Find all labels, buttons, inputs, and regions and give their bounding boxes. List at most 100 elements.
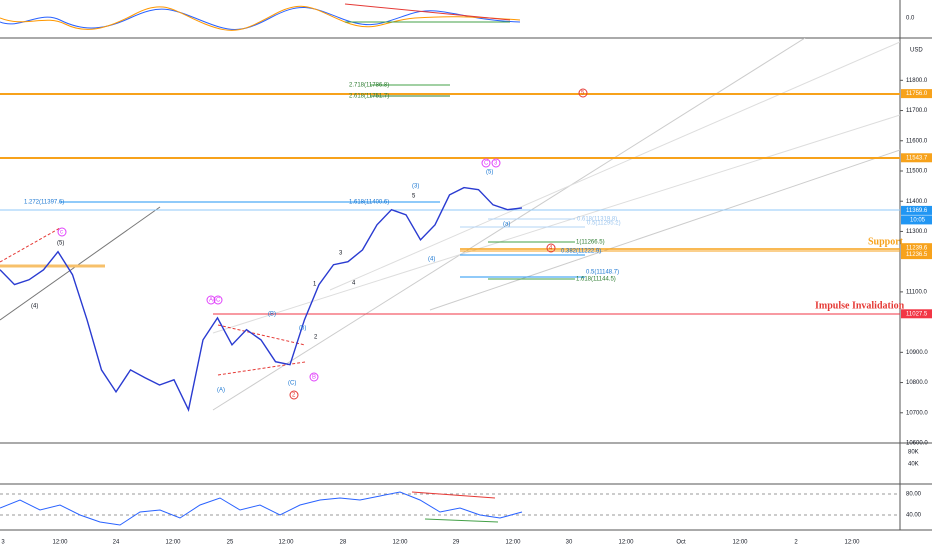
price-tag-label: 11543.7 [906,155,928,161]
annotation: 3 [494,161,498,167]
volume-tick: 80K [908,450,919,456]
time-tick: 30 [566,540,573,546]
annotation: 4 [549,246,553,252]
annotation: 2.718(11786.8) [349,83,389,89]
annotation: (4) [428,257,435,263]
price-tag [901,153,932,163]
time-tick: 12:00 [52,540,68,546]
annotation: (C) [288,381,296,387]
price-tag-label: 11369.6 [906,208,928,214]
annotation: (B) [268,312,276,318]
zone-label: Impulse Invalidation [815,300,905,311]
countdown-tag [901,215,932,225]
zone-label: Support [868,236,904,247]
annotation: (5) [57,241,64,247]
trend-line [0,206,161,321]
trend-line [429,149,900,311]
wave-circle [206,295,216,305]
y-tick-label: 10900.0 [906,350,928,356]
y-tick-label: 11500.0 [906,169,928,175]
annotation: 1.618(11144.5) [576,277,616,283]
wave-circle [213,295,223,305]
annotation: A [209,298,213,304]
y-tick-label: 10800.0 [906,380,928,386]
volume-tick: 40K [908,462,919,468]
annotation: 2 [314,335,318,341]
time-tick: 12:00 [392,540,408,546]
price-tag-label: 11239.6 [906,245,928,251]
annotation: 1.618(11400.6) [349,200,389,206]
wave-circle [546,243,556,253]
top-oscillator [0,3,521,31]
annotation: B [312,375,316,381]
y-tick-label: 11400.0 [906,199,928,205]
price-tag-label: 11027.5 [906,311,928,317]
trend-line [212,114,900,334]
wave-circle [57,227,67,237]
annotation: c [60,230,63,236]
price-tag [901,205,932,215]
annotation: (a) [503,222,510,228]
time-tick: 12:00 [505,540,521,546]
annotation: 2.618(11751.7) [349,94,389,100]
time-tick: 12:00 [844,540,860,546]
rsi-pane [0,491,900,526]
price-tag [901,243,932,253]
time-tick: 28 [340,540,347,546]
currency-label: USD [910,48,923,54]
price-tag [901,309,932,319]
y-tick-label: 11600.0 [906,138,928,144]
trend-line [329,41,900,291]
y-tick-label: 10700.0 [906,410,928,416]
time-tick: 12:00 [618,540,634,546]
annotation: C [216,298,221,304]
rsi-tick: 40.00 [906,513,922,519]
price-tag-label: 11236.5 [906,252,928,258]
time-tick: 2 [794,540,798,546]
dashed-line [0,227,61,263]
annotation: 0.5(11148.7) [586,270,619,276]
annotation: (3) [412,184,419,190]
wave-circle [491,158,501,168]
annotation: 1 [313,282,317,288]
price-line [0,186,523,412]
time-tick: Oct [676,540,686,546]
annotation: 3 [339,251,343,257]
main-pane [0,38,900,412]
time-tick: 12:00 [165,540,181,546]
annotation: 0.382(11222.9) [561,249,601,255]
pane-separators [0,0,932,531]
time-tick: 3 [1,540,5,546]
annotation: 5 [581,91,585,97]
annotation: (A) [217,388,225,394]
wave-circle [481,158,491,168]
wave-circle [578,88,588,98]
annotation: 1.272(11397.6) [24,200,64,206]
annotation: 1(11266.5) [576,240,605,246]
y-tick-label: 11800.0 [906,78,928,84]
annotation: (b) [299,326,306,332]
time-tick: 25 [227,540,234,546]
annotation: 0.5(11295.2) [587,221,621,227]
annotation: 0.618(11319.8) [577,217,617,223]
price-tag [901,250,932,260]
time-tick: 12:00 [278,540,294,546]
price-tag-label: 11756.0 [906,91,928,97]
time-tick: 24 [113,540,120,546]
y-tick-label: 11700.0 [906,108,928,114]
annotation: (4) [31,304,38,310]
rsi-tick: 80.00 [906,492,922,498]
wave-circle [309,372,319,382]
top-pane-tick: 0.0 [906,16,915,22]
y-tick-label: 11300.0 [906,229,928,235]
countdown: 10:05 [910,217,926,223]
time-tick: 12:00 [732,540,748,546]
annotation: C [484,161,489,167]
price-tag [901,89,932,99]
wave-circle [289,390,299,400]
time-tick: 29 [453,540,460,546]
y-tick-label: 10600.0 [906,441,928,447]
annotation: 4 [352,281,356,287]
